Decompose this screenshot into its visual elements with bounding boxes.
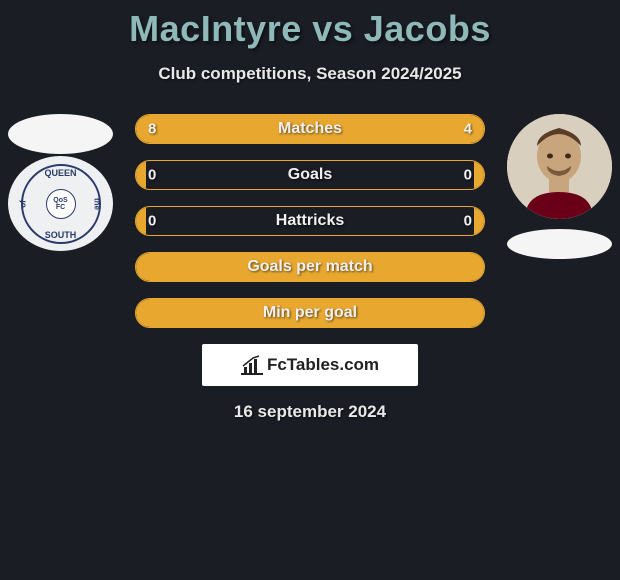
stat-label: Goals: [288, 166, 332, 184]
right-club-badge-placeholder: [507, 229, 612, 259]
badge-text-bottom: SOUTH: [45, 230, 77, 240]
stat-fill-left: [136, 207, 146, 235]
stat-label: Goals per match: [247, 258, 372, 276]
stat-fill-right: [474, 207, 484, 235]
stat-fill-right: [474, 253, 484, 281]
stat-row: Goals per match: [135, 252, 485, 282]
brand-text: FcTables.com: [267, 355, 379, 375]
stat-row: Hattricks 0 0: [135, 206, 485, 236]
stat-label: Hattricks: [276, 212, 344, 230]
stat-fill-left: [136, 161, 146, 189]
stat-row: Goals 0 0: [135, 160, 485, 190]
stat-row: Min per goal: [135, 298, 485, 328]
stat-value-right: 4: [464, 121, 472, 138]
date-text: 16 september 2024: [0, 402, 620, 422]
stat-fill-right: [474, 299, 484, 327]
stats-area: QUEEN of the SOUTH QoSFC: [0, 114, 620, 328]
stat-value-right: 0: [464, 213, 472, 230]
player-photo-icon: [507, 114, 612, 219]
stat-value-right: 0: [464, 167, 472, 184]
badge-text-right: the: [92, 198, 101, 210]
stat-fill-right: [474, 161, 484, 189]
badge-text-left: of: [18, 200, 27, 208]
chart-icon: [241, 355, 263, 375]
stat-value-left: 0: [148, 213, 156, 230]
left-player-column: QUEEN of the SOUTH QoSFC: [8, 114, 113, 251]
right-player-column: [507, 114, 612, 259]
left-club-badge: QUEEN of the SOUTH QoSFC: [8, 156, 113, 251]
comparison-card: MacIntyre vs Jacobs Club competitions, S…: [0, 0, 620, 422]
stat-label: Matches: [278, 120, 342, 138]
stat-value-left: 8: [148, 121, 156, 138]
left-player-avatar-placeholder: [8, 114, 113, 154]
stat-value-left: 0: [148, 167, 156, 184]
subtitle: Club competitions, Season 2024/2025: [0, 64, 620, 84]
brand-box: FcTables.com: [202, 344, 418, 386]
stat-bars: Matches 8 4 Goals 0 0 Hattricks 0 0 Goals per mat…: [135, 114, 485, 328]
badge-text-top: QUEEN: [44, 168, 76, 178]
page-title: MacIntyre vs Jacobs: [0, 0, 620, 50]
right-player-avatar: [507, 114, 612, 219]
stat-row: Matches 8 4: [135, 114, 485, 144]
stat-label: Min per goal: [263, 304, 357, 322]
